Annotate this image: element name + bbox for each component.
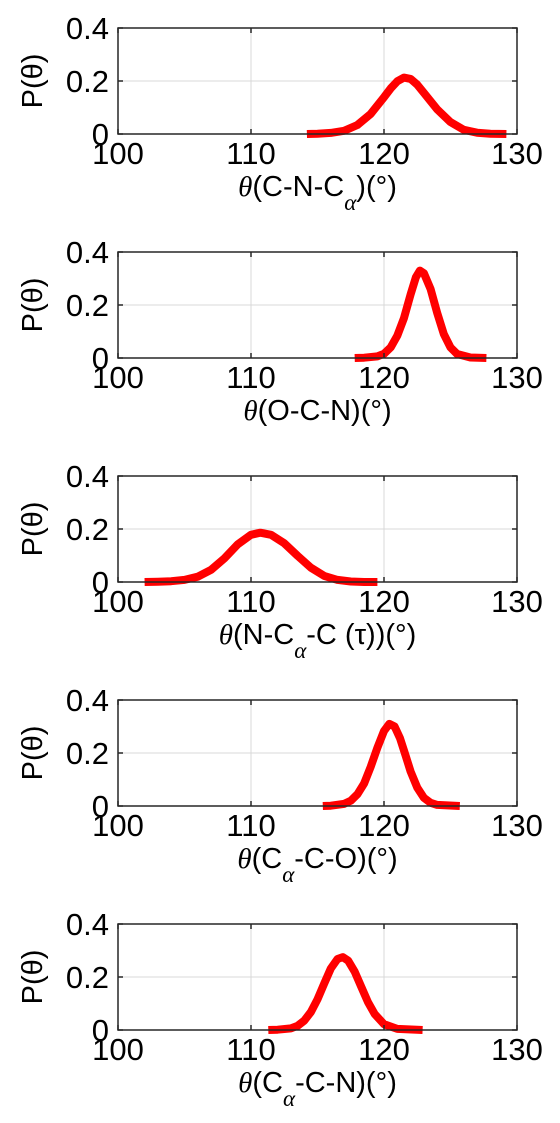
x-label-main: (N-C	[233, 619, 294, 651]
x-tick-label: 130	[491, 360, 543, 395]
x-label-theta: θ	[237, 843, 251, 875]
y-tick-label: 0.4	[66, 907, 109, 942]
x-tick-label: 130	[491, 584, 543, 619]
x-tick-label: 100	[92, 584, 144, 619]
y-tick-label: 0	[92, 117, 109, 152]
x-label-theta: θ	[238, 171, 252, 203]
y-tick-label: 0.2	[66, 64, 109, 99]
subplot-4: 100 110 120 130 0 0.2 0.4 P(θ) θ(Cα-C-O)(°)	[17, 683, 543, 887]
x-tick-label: 110	[226, 808, 275, 843]
x-label-theta: θ	[238, 1067, 252, 1099]
x-tick-label: 130	[491, 1032, 543, 1067]
x-tick-label: 100	[92, 360, 144, 395]
distribution-curve	[306, 73, 507, 138]
x-tick-label: 110	[226, 360, 275, 395]
y-axis-label: P(θ)	[17, 726, 49, 781]
distribution-curve	[144, 528, 378, 586]
y-tick-label: 0	[92, 565, 109, 600]
y-tick-label: 0.4	[66, 235, 109, 270]
x-tick-label: 120	[358, 360, 410, 395]
x-axis-label: θ(Cα-C-N)(°)	[238, 1067, 397, 1111]
y-tick-label: 0.4	[66, 459, 109, 494]
x-label-main: (C-N-C	[252, 171, 344, 203]
x-label-suffix: -C-O)(°)	[294, 843, 397, 875]
x-label-theta: θ	[243, 395, 257, 427]
x-label-subscript: α	[283, 1086, 296, 1111]
x-tick-label: 130	[491, 808, 543, 843]
subplot-5: 100 110 120 130 0 0.2 0.4 P(θ) θ(Cα-C-N)(°)	[17, 907, 543, 1111]
x-tick-label: 110	[226, 584, 275, 619]
distribution-curve	[322, 719, 460, 810]
y-tick-label: 0.2	[66, 512, 109, 547]
x-label-theta: θ	[219, 619, 233, 651]
subplot-1: 100 110 120 130 0 0.2 0.4 P(θ) θ(C-N-Cα)(°)	[17, 11, 543, 215]
y-axis-label: P(θ)	[17, 54, 49, 109]
y-tick-label: 0	[92, 789, 109, 824]
x-axis-label: θ(C-N-Cα)(°)	[238, 171, 397, 215]
x-tick-label: 110	[226, 136, 275, 171]
distribution-curve	[354, 266, 487, 362]
y-tick-label: 0	[92, 1013, 109, 1048]
x-label-main: (C	[252, 1067, 283, 1099]
subplot-3: 100 110 120 130 0 0.2 0.4 P(θ) θ(N-Cα-C (τ))(°)	[17, 459, 543, 663]
y-tick-label: 0	[92, 341, 109, 376]
distribution-curve	[268, 953, 423, 1034]
x-label-subscript: α	[294, 638, 307, 663]
y-tick-label: 0.2	[66, 736, 109, 771]
x-label-suffix: -C (τ))(°)	[306, 619, 416, 651]
x-label-main: (O-C-N)(°)	[258, 395, 392, 427]
y-tick-label: 0.2	[66, 288, 109, 323]
x-tick-label: 120	[358, 136, 410, 171]
y-axis-label: P(θ)	[17, 502, 49, 557]
y-axis-label: P(θ)	[17, 950, 49, 1005]
x-tick-label: 130	[491, 136, 543, 171]
x-label-main: (C	[252, 843, 283, 875]
x-label-suffix: -C-N)(°)	[295, 1067, 397, 1099]
x-label-subscript: α	[344, 190, 357, 215]
y-tick-label: 0.2	[66, 960, 109, 995]
x-axis-label: θ(Cα-C-O)(°)	[237, 843, 397, 887]
subplot-2: 100 110 120 130 0 0.2 0.4 P(θ) θ(O-C-N)(°)	[17, 235, 543, 427]
x-tick-label: 120	[358, 808, 410, 843]
x-tick-label: 120	[358, 1032, 410, 1067]
x-label-subscript: α	[282, 862, 295, 887]
y-axis-label: P(θ)	[17, 278, 49, 333]
x-tick-label: 100	[92, 136, 144, 171]
x-tick-label: 100	[92, 1032, 144, 1067]
x-tick-label: 100	[92, 808, 144, 843]
x-label-suffix: )(°)	[356, 171, 397, 203]
x-axis-label: θ(N-Cα-C (τ))(°)	[219, 619, 417, 663]
y-tick-label: 0.4	[66, 683, 109, 718]
x-axis-label: θ(O-C-N)(°)	[243, 395, 391, 427]
x-tick-label: 110	[226, 1032, 275, 1067]
x-tick-label: 120	[358, 584, 410, 619]
y-tick-label: 0.4	[66, 11, 109, 46]
